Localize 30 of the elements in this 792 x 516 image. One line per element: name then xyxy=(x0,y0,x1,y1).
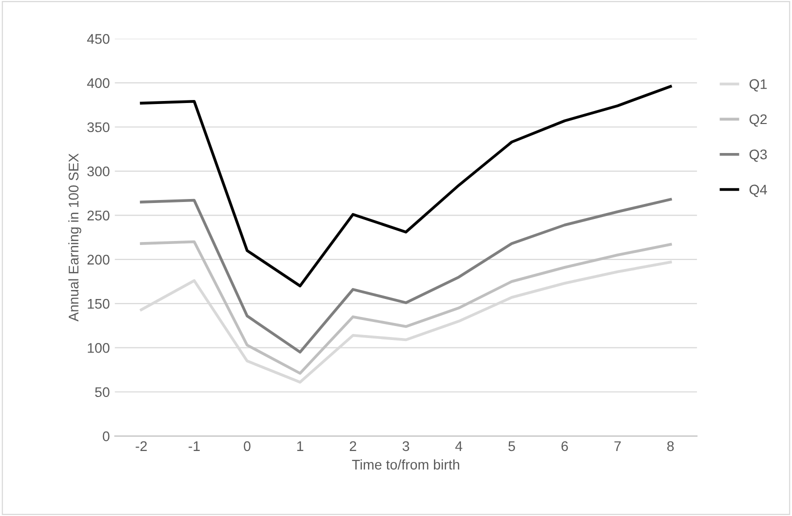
legend-label: Q4 xyxy=(750,184,767,197)
x-tick-label: 7 xyxy=(614,441,621,451)
legend-label: Q2 xyxy=(750,114,767,127)
y-tick-label: 450 xyxy=(87,34,110,44)
x-tick-label: 8 xyxy=(667,441,674,452)
y-tick-label: 100 xyxy=(88,343,110,353)
legend-label: Q1 xyxy=(750,79,767,92)
legend-label: Q3 xyxy=(750,150,767,162)
y-tick-label: 400 xyxy=(87,78,110,88)
x-axis-title: Time to/from birth xyxy=(352,459,460,470)
x-tick-label: 1 xyxy=(297,441,304,451)
line-series xyxy=(140,84,672,288)
x-tick-label: -2 xyxy=(136,441,147,451)
x-tick-label: 6 xyxy=(562,441,568,452)
y-tick-label: 250 xyxy=(88,210,110,220)
line-series xyxy=(140,240,672,375)
x-tick-label: 3 xyxy=(402,441,410,452)
y-axis-title: Annual Earning in 100 SEX xyxy=(68,153,82,322)
x-tick-label: 0 xyxy=(244,441,250,452)
x-tick-label: 4 xyxy=(455,441,462,451)
x-tick-label: 2 xyxy=(350,441,356,451)
y-tick-label: 300 xyxy=(87,166,110,176)
y-tick-label: 0 xyxy=(102,431,110,442)
x-tick-label: -1 xyxy=(188,441,200,451)
line-series xyxy=(140,198,672,354)
y-tick-label: 150 xyxy=(88,298,110,309)
y-tick-label: 200 xyxy=(88,254,110,265)
y-tick-label: 350 xyxy=(87,122,110,132)
x-tick-label: 5 xyxy=(508,441,516,452)
y-tick-label: 50 xyxy=(95,387,110,398)
